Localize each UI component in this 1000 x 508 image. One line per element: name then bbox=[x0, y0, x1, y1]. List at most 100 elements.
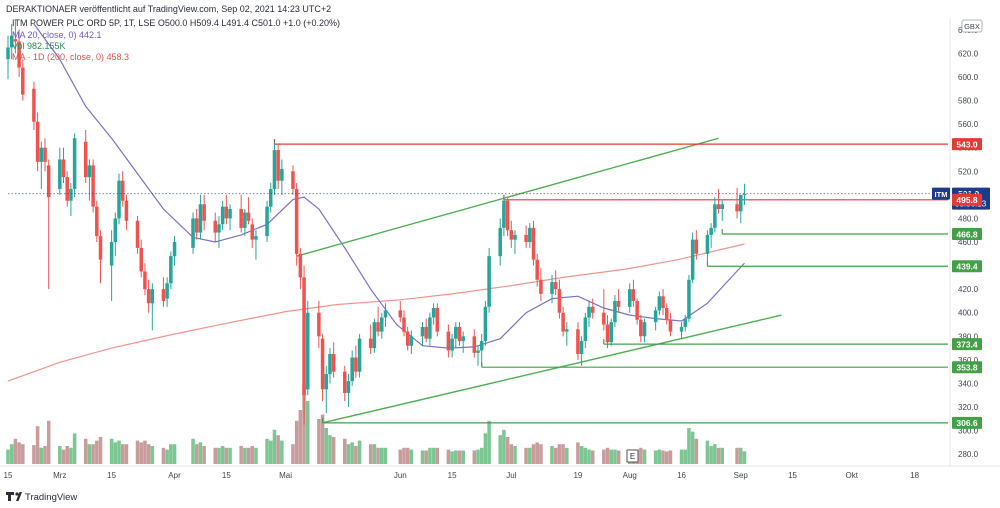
candle-body bbox=[280, 168, 284, 181]
volume-bar bbox=[668, 450, 673, 464]
price-tick-label: 620.0 bbox=[958, 49, 979, 58]
candle-body bbox=[713, 204, 717, 228]
time-tick-label: Mrz bbox=[53, 471, 66, 480]
volume-bar bbox=[694, 438, 699, 464]
candle-body bbox=[324, 374, 329, 390]
volume-bar bbox=[135, 440, 140, 464]
volume-bar bbox=[705, 440, 710, 464]
volume-bar bbox=[454, 450, 458, 464]
candle-body bbox=[146, 289, 151, 304]
candle-body bbox=[679, 326, 684, 332]
time-tick-label: Okt bbox=[846, 471, 859, 480]
volume-bar bbox=[498, 435, 502, 464]
volume-bar bbox=[239, 446, 243, 464]
candle-body bbox=[380, 317, 384, 332]
candle-body bbox=[250, 224, 255, 240]
symbol-line[interactable]: ITM POWER PLC ORD 5P, 1T, LSE O500.0 H50… bbox=[12, 18, 340, 28]
volume-bar bbox=[583, 447, 588, 464]
volume-bar bbox=[531, 444, 536, 464]
volume-bar bbox=[679, 449, 684, 464]
time-tick-label: Mai bbox=[279, 471, 292, 480]
candle-body bbox=[95, 206, 99, 237]
level-label-badge bbox=[952, 338, 982, 351]
price-candles bbox=[6, 20, 747, 425]
candle-body bbox=[298, 253, 303, 278]
volume-bar bbox=[280, 440, 284, 464]
ma20-line bbox=[33, 23, 745, 349]
volume-bar bbox=[220, 446, 225, 464]
price-tick-label: 320.0 bbox=[958, 403, 979, 412]
volume-bar bbox=[357, 440, 362, 464]
price-tick-label: 520.0 bbox=[958, 167, 979, 176]
last-price-symbol-badge bbox=[932, 187, 950, 200]
volume-bar bbox=[590, 450, 595, 464]
horizontal-levels[interactable] bbox=[273, 139, 948, 424]
candle-body bbox=[320, 338, 325, 390]
volume-bar bbox=[246, 447, 251, 464]
candle-body bbox=[509, 230, 514, 240]
candle-body bbox=[613, 300, 617, 323]
volume-bar bbox=[428, 447, 432, 464]
candle-body bbox=[291, 171, 295, 189]
candle-body bbox=[535, 259, 539, 280]
time-tick-label: 16 bbox=[677, 471, 686, 480]
candle-body bbox=[113, 218, 118, 242]
candle-body bbox=[664, 308, 669, 320]
currency-badge[interactable] bbox=[961, 19, 983, 33]
volume-bar bbox=[172, 444, 177, 464]
candle-body bbox=[576, 329, 580, 354]
volume-bar bbox=[683, 449, 688, 464]
volume-bar bbox=[217, 447, 221, 464]
volume-bar bbox=[298, 410, 303, 464]
time-tick-label: 15 bbox=[222, 471, 231, 480]
volume-bar bbox=[602, 449, 606, 464]
candle-body bbox=[709, 227, 713, 235]
candle-body bbox=[61, 159, 66, 178]
candle-body bbox=[194, 218, 199, 233]
volume-bar bbox=[639, 447, 643, 464]
candle-body bbox=[587, 306, 591, 318]
earnings-marker[interactable] bbox=[626, 449, 639, 463]
candle-body bbox=[450, 338, 454, 351]
ma200-legend[interactable]: MA · 1D (200, close, 0) 458.3 bbox=[12, 52, 129, 62]
volume-bars bbox=[6, 384, 747, 464]
time-tick-label: 15 bbox=[788, 471, 797, 480]
candle-body bbox=[124, 200, 129, 221]
price-tick-label: 560.0 bbox=[958, 120, 979, 129]
candle-body bbox=[228, 208, 232, 219]
candle-body bbox=[17, 41, 21, 68]
candle-body bbox=[317, 312, 321, 337]
volume-bar bbox=[202, 446, 206, 464]
volume-bar bbox=[738, 447, 743, 464]
volume-bar bbox=[13, 438, 18, 464]
candle-body bbox=[58, 159, 62, 189]
channel-lower-line[interactable] bbox=[322, 314, 782, 424]
candle-body bbox=[9, 35, 14, 48]
tradingview-logo-dot bbox=[15, 492, 19, 496]
tradingview-logo-text: TradingView bbox=[25, 492, 77, 503]
volume-bar bbox=[509, 444, 514, 464]
ma20-legend[interactable]: MA 20, close, 0) 442.1 bbox=[12, 30, 102, 40]
volume-bar bbox=[6, 449, 10, 464]
price-tick-label: 280.0 bbox=[958, 450, 979, 459]
volume-bar bbox=[528, 447, 532, 464]
volume-bar bbox=[87, 444, 92, 464]
candle-body bbox=[224, 206, 229, 219]
volume-bar bbox=[98, 437, 103, 464]
candle-body bbox=[402, 317, 406, 332]
volume-bar bbox=[616, 450, 621, 464]
tradingview-logo[interactable]: TradingView bbox=[6, 492, 77, 503]
volume-bar bbox=[346, 444, 351, 464]
volume-legend[interactable]: Vol 982.155K bbox=[12, 41, 66, 51]
candle-body bbox=[243, 212, 247, 228]
ma200-line bbox=[7, 243, 745, 382]
candle-body bbox=[91, 165, 95, 207]
volume-bar bbox=[350, 442, 354, 464]
volume-bar bbox=[46, 420, 51, 464]
candle-body bbox=[590, 306, 595, 313]
candle-body bbox=[268, 188, 273, 207]
price-tick-label: 600.0 bbox=[958, 73, 979, 82]
time-axis[interactable]: 15 Mrz 15 Apr 15 Mai Jun 15 Jul 19 Aug 16 Sep 15 Okt 18 bbox=[4, 471, 920, 480]
